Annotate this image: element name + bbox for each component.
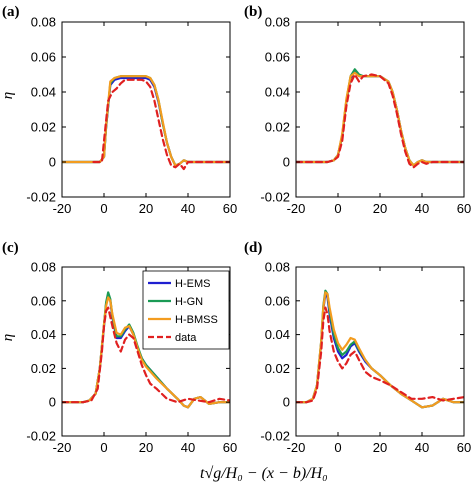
y-tick-label: -0.02 <box>260 429 290 444</box>
y-tick-label: 0.04 <box>31 85 56 100</box>
y-tick-label: 0.04 <box>31 327 56 342</box>
x-tick-label: -20 <box>287 201 306 216</box>
y-tick-label: 0.04 <box>265 85 290 100</box>
y-tick-label: -0.02 <box>260 190 290 205</box>
series-line-h-ems <box>296 69 464 167</box>
series-group <box>296 289 464 409</box>
chart-panel-2: (b) -20 0 20 40 60 -0.02 0 0.02 0.04 0.06 0.08 <box>244 4 471 216</box>
series-line-h-bmss <box>62 75 230 167</box>
y-tick-label: 0.08 <box>265 15 290 30</box>
panel-label: (d) <box>244 240 262 256</box>
chart-panel-4: (d) -20 0 20 40 60 -0.02 0 0.02 0.04 0.06 0.08 <box>244 240 471 455</box>
panel-label: (b) <box>244 4 262 20</box>
x-tick-label: -20 <box>53 440 72 455</box>
series-group <box>296 68 464 169</box>
x-tick-label: 20 <box>139 201 153 216</box>
x-tick-label: 0 <box>334 201 341 216</box>
x-tick-label: 60 <box>457 201 471 216</box>
y-axis-label: η <box>0 334 16 341</box>
y-tick-label: 0.02 <box>265 120 290 135</box>
series-line-h-bmss <box>296 291 464 409</box>
y-tick-label: 0.08 <box>265 260 290 275</box>
x-tick-label: 0 <box>334 440 341 455</box>
y-axis-label: η <box>0 92 16 99</box>
x-tick-label: 60 <box>223 440 237 455</box>
x-tick-label: 40 <box>181 201 195 216</box>
series-line-data <box>296 73 464 169</box>
series-line-data <box>62 306 230 404</box>
panel-label: (a) <box>2 4 20 20</box>
series-group <box>62 291 230 409</box>
y-tick-label: 0.06 <box>31 50 56 65</box>
series-group <box>62 75 230 171</box>
legend-label-h-bmss: H-BMSS <box>175 314 218 326</box>
series-line-h-ems <box>62 76 230 167</box>
x-tick-label: 60 <box>457 440 471 455</box>
series-line-h-gn <box>296 68 464 167</box>
legend-label-h-gn: H-GN <box>175 296 203 308</box>
y-tick-label: 0.06 <box>31 293 56 308</box>
y-tick-label: 0.06 <box>265 293 290 308</box>
legend-label-h-ems: H-EMS <box>175 278 210 290</box>
shared-x-axis-label: t√g/H₀ − (x − b)/H₀ <box>200 465 328 482</box>
series-line-data <box>296 306 464 404</box>
y-tick-label: 0 <box>49 395 56 410</box>
x-tick-label: 40 <box>415 440 429 455</box>
x-tick-label: 20 <box>373 440 387 455</box>
y-tick-label: 0 <box>283 155 290 170</box>
chart-panel-1: (a) -20 0 20 40 60 -0.02 0 0.02 0.04 0.06 0.08 η <box>0 4 237 216</box>
series-line-h-bmss <box>296 71 464 167</box>
y-tick-label: 0.02 <box>265 361 290 376</box>
axes-frame <box>295 21 465 198</box>
y-tick-label: 0.06 <box>265 50 290 65</box>
x-tick-label: 60 <box>223 201 237 216</box>
y-tick-label: 0.08 <box>31 260 56 275</box>
y-tick-label: 0.02 <box>31 120 56 135</box>
y-tick-label: -0.02 <box>26 190 56 205</box>
chart-panel-3: (c) -20 0 20 40 60 -0.02 0 0.02 0.04 0.06 0.08 η H-EM… <box>0 240 237 455</box>
y-tick-label: 0 <box>49 155 56 170</box>
y-tick-label: 0.04 <box>265 327 290 342</box>
x-tick-label: 20 <box>139 440 153 455</box>
legend-label-data: data <box>175 332 197 344</box>
legend: H-EMS H-GN H-BMSS data <box>142 270 230 350</box>
panel-label: (c) <box>2 240 19 256</box>
axes-frame <box>61 21 231 198</box>
series-line-data <box>92 78 230 171</box>
y-tick-label: 0.02 <box>31 361 56 376</box>
x-tick-label: 40 <box>181 440 195 455</box>
x-tick-label: 0 <box>100 440 107 455</box>
x-tick-label: -20 <box>53 201 72 216</box>
y-tick-label: -0.02 <box>26 429 56 444</box>
y-tick-label: 0 <box>283 395 290 410</box>
series-line-h-gn <box>62 75 230 167</box>
y-tick-label: 0.08 <box>31 15 56 30</box>
x-tick-label: 0 <box>100 201 107 216</box>
x-tick-label: 20 <box>373 201 387 216</box>
x-tick-label: -20 <box>287 440 306 455</box>
x-tick-label: 40 <box>415 201 429 216</box>
